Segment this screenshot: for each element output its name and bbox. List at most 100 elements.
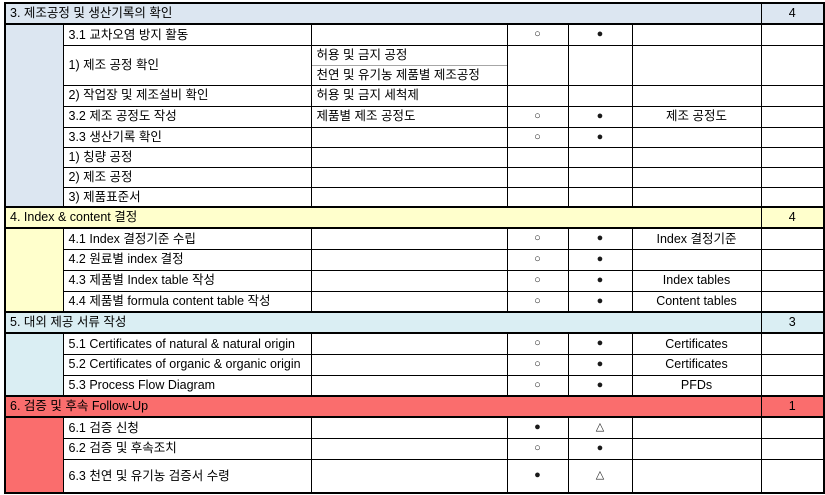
check-circle-open-cell[interactable]: ○	[506, 332, 569, 355]
count-cell[interactable]	[760, 105, 825, 128]
check-circle-filled-cell[interactable]	[567, 166, 633, 188]
check-circle-filled-cell[interactable]: ●	[506, 458, 569, 494]
item-detail-split-cell[interactable]: 허용 및 금지 공정 천연 및 유기농 제품별 제조공정	[310, 44, 508, 86]
count-cell[interactable]	[760, 186, 825, 208]
document-cell[interactable]	[631, 23, 762, 46]
count-cell[interactable]	[760, 248, 825, 271]
item-label-cell[interactable]: 3) 제품표준서	[62, 186, 312, 208]
check-circle-filled-cell[interactable]: ●	[567, 269, 633, 292]
item-detail-cell[interactable]	[310, 458, 508, 494]
document-cell[interactable]: Certificates	[631, 332, 762, 355]
item-detail-cell[interactable]	[310, 353, 508, 376]
item-detail-cell[interactable]	[310, 227, 508, 250]
document-cell[interactable]	[631, 84, 762, 107]
check-circle-open-cell[interactable]: ○	[506, 353, 569, 376]
item-label-cell[interactable]: 4.4 제품별 formula content table 작성	[62, 290, 312, 313]
section-3-color-block[interactable]	[4, 23, 64, 208]
item-label-cell[interactable]: 6.2 검증 및 후속조치	[62, 437, 312, 460]
item-detail-sub-bottom[interactable]: 천연 및 유기농 제품별 제조공정	[316, 67, 480, 82]
item-label-cell[interactable]: 4.3 제품별 Index table 작성	[62, 269, 312, 292]
item-detail-sub-top[interactable]: 허용 및 금지 공정	[312, 46, 506, 66]
item-detail-cell[interactable]	[310, 269, 508, 292]
document-cell[interactable]	[631, 416, 762, 439]
item-label-cell[interactable]: 3.3 생산기록 확인	[62, 126, 312, 148]
section-5-color-block[interactable]	[4, 332, 64, 397]
document-cell[interactable]	[631, 44, 762, 86]
section-3-count[interactable]: 4	[760, 2, 825, 25]
section-4-count[interactable]: 4	[760, 206, 825, 229]
check-triangle-cell[interactable]: △	[567, 416, 633, 439]
item-detail-cell[interactable]	[310, 126, 508, 148]
item-label-cell[interactable]: 6.1 검증 신청	[62, 416, 312, 439]
check-circle-open-cell[interactable]: ○	[506, 248, 569, 271]
check-circle-open-cell[interactable]: ○	[506, 23, 569, 46]
check-circle-open-cell[interactable]	[506, 186, 569, 208]
check-circle-open-cell[interactable]: ○	[506, 437, 569, 460]
item-label-cell[interactable]: 2) 작업장 및 제조설비 확인	[62, 84, 312, 107]
item-detail-cell[interactable]	[310, 437, 508, 460]
item-label-cell[interactable]: 1) 제조 공정 확인	[62, 44, 312, 86]
check-circle-filled-cell[interactable]	[567, 186, 633, 208]
check-circle-filled-cell[interactable]	[567, 146, 633, 168]
section-5-title[interactable]: 5. 대외 제공 서류 작성	[4, 311, 762, 334]
item-label-cell[interactable]: 1) 칭량 공정	[62, 146, 312, 168]
item-label-cell[interactable]: 5.2 Certificates of organic & organic or…	[62, 353, 312, 376]
item-label-cell[interactable]: 3.2 제조 공정도 작성	[62, 105, 312, 128]
check-circle-filled-cell[interactable]: ●	[567, 374, 633, 397]
item-detail-cell[interactable]	[310, 166, 508, 188]
item-label-cell[interactable]: 5.1 Certificates of natural & natural or…	[62, 332, 312, 355]
check-circle-filled-cell[interactable]: ●	[567, 290, 633, 313]
section-4-color-block[interactable]	[4, 227, 64, 313]
item-detail-cell[interactable]	[310, 290, 508, 313]
item-label-cell[interactable]: 2) 제조 공정	[62, 166, 312, 188]
check-circle-filled-cell[interactable]: ●	[567, 248, 633, 271]
check-circle-open-cell[interactable]	[506, 146, 569, 168]
check-circle-open-cell[interactable]: ○	[506, 374, 569, 397]
document-cell[interactable]	[631, 146, 762, 168]
check-triangle-cell[interactable]: △	[567, 458, 633, 494]
count-cell[interactable]	[760, 44, 825, 86]
document-cell[interactable]: Index 결정기준	[631, 227, 762, 250]
item-detail-cell[interactable]	[310, 186, 508, 208]
check-circle-filled-cell[interactable]: ●	[567, 126, 633, 148]
check-circle-filled-cell[interactable]	[567, 84, 633, 107]
item-label-cell[interactable]: 4.1 Index 결정기준 수립	[62, 227, 312, 250]
document-cell[interactable]: 제조 공정도	[631, 105, 762, 128]
check-circle-open-cell[interactable]	[506, 84, 569, 107]
item-detail-cell[interactable]: 제품별 제조 공정도	[310, 105, 508, 128]
count-cell[interactable]	[760, 166, 825, 188]
count-cell[interactable]	[760, 269, 825, 292]
count-cell[interactable]	[760, 227, 825, 250]
section-4-title[interactable]: 4. Index & content 결정	[4, 206, 762, 229]
section-6-count[interactable]: 1	[760, 395, 825, 418]
check-circle-open-cell[interactable]	[506, 166, 569, 188]
document-cell[interactable]: Index tables	[631, 269, 762, 292]
item-detail-cell[interactable]	[310, 332, 508, 355]
check-circle-open-cell[interactable]: ○	[506, 126, 569, 148]
check-circle-filled-cell[interactable]: ●	[567, 332, 633, 355]
section-6-title[interactable]: 6. 검증 및 후속 Follow-Up	[4, 395, 762, 418]
item-detail-cell[interactable]	[310, 23, 508, 46]
item-detail-cell[interactable]: 허용 및 금지 세척제	[310, 84, 508, 107]
count-cell[interactable]	[760, 458, 825, 494]
check-circle-filled-cell[interactable]	[567, 44, 633, 86]
check-circle-filled-cell[interactable]: ●	[567, 353, 633, 376]
section-6-color-block[interactable]	[4, 416, 64, 494]
document-cell[interactable]	[631, 126, 762, 148]
item-detail-cell[interactable]	[310, 248, 508, 271]
section-5-count[interactable]: 3	[760, 311, 825, 334]
count-cell[interactable]	[760, 146, 825, 168]
section-3-title[interactable]: 3. 제조공정 및 생산기록의 확인	[4, 2, 762, 25]
document-cell[interactable]	[631, 248, 762, 271]
count-cell[interactable]	[760, 332, 825, 355]
document-cell[interactable]: PFDs	[631, 374, 762, 397]
item-detail-cell[interactable]	[310, 416, 508, 439]
item-label-cell[interactable]: 4.2 원료별 index 결정	[62, 248, 312, 271]
item-detail-cell[interactable]	[310, 374, 508, 397]
count-cell[interactable]	[760, 23, 825, 46]
document-cell[interactable]: Content tables	[631, 290, 762, 313]
check-circle-open-cell[interactable]: ○	[506, 290, 569, 313]
count-cell[interactable]	[760, 126, 825, 148]
check-circle-filled-cell[interactable]: ●	[506, 416, 569, 439]
check-circle-open-cell[interactable]: ○	[506, 227, 569, 250]
